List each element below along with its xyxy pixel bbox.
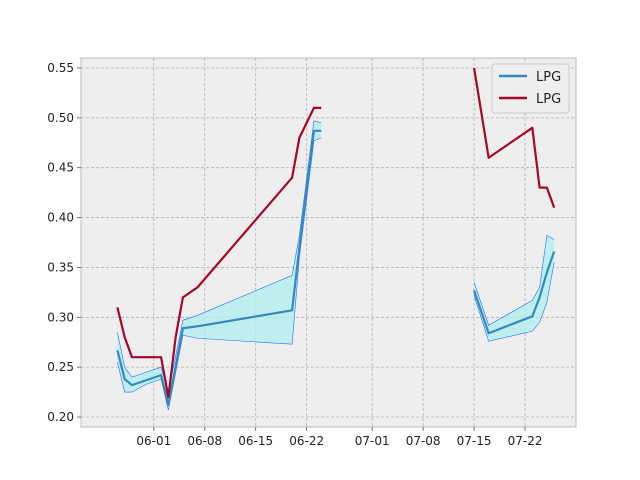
series-lines bbox=[116, 67, 556, 407]
plot-frame bbox=[80, 57, 577, 428]
confidence-band bbox=[117, 120, 322, 411]
x-tick-label: 06-15 bbox=[238, 434, 273, 448]
confidence-bands bbox=[117, 120, 555, 411]
y-axis-ticks: 0.20 0.25 0.30 0.35 0.40 0.45 0.50 0.55 bbox=[47, 61, 81, 424]
x-tick-label: 07-22 bbox=[508, 434, 543, 448]
y-tick-label: 0.55 bbox=[47, 61, 74, 75]
y-tick-label: 0.50 bbox=[47, 111, 74, 125]
confidence-band bbox=[474, 235, 555, 342]
series-line-red bbox=[473, 67, 556, 208]
x-axis-ticks: 06-01 06-08 06-15 06-22 07-01 07-08 07-15 07-22 bbox=[136, 427, 542, 448]
y-tick-label: 0.45 bbox=[47, 161, 74, 175]
y-tick-label: 0.25 bbox=[47, 360, 74, 374]
legend-label-red: LPG bbox=[536, 92, 561, 107]
band-upper-edge bbox=[473, 235, 555, 326]
y-tick-label: 0.20 bbox=[47, 410, 74, 424]
legend-label-blue: LPG bbox=[536, 70, 561, 85]
legend: LPG LPG bbox=[491, 63, 570, 114]
x-tick-label: 06-22 bbox=[289, 434, 324, 448]
series-line-blue bbox=[116, 129, 322, 407]
x-tick-label: 07-01 bbox=[355, 434, 390, 448]
x-tick-label: 07-15 bbox=[457, 434, 492, 448]
x-tick-label: 06-08 bbox=[187, 434, 222, 448]
series-line-red bbox=[116, 106, 322, 399]
series-line-blue bbox=[473, 251, 556, 335]
band-lower-edge bbox=[473, 262, 555, 342]
y-tick-label: 0.40 bbox=[47, 211, 74, 225]
y-tick-label: 0.30 bbox=[47, 310, 74, 324]
x-tick-label: 07-08 bbox=[406, 434, 441, 448]
y-tick-label: 0.35 bbox=[47, 260, 74, 274]
grid-lines bbox=[81, 58, 576, 427]
x-tick-label: 06-01 bbox=[136, 434, 171, 448]
band-upper-edge bbox=[117, 120, 322, 393]
band-lower-edge bbox=[117, 137, 322, 411]
